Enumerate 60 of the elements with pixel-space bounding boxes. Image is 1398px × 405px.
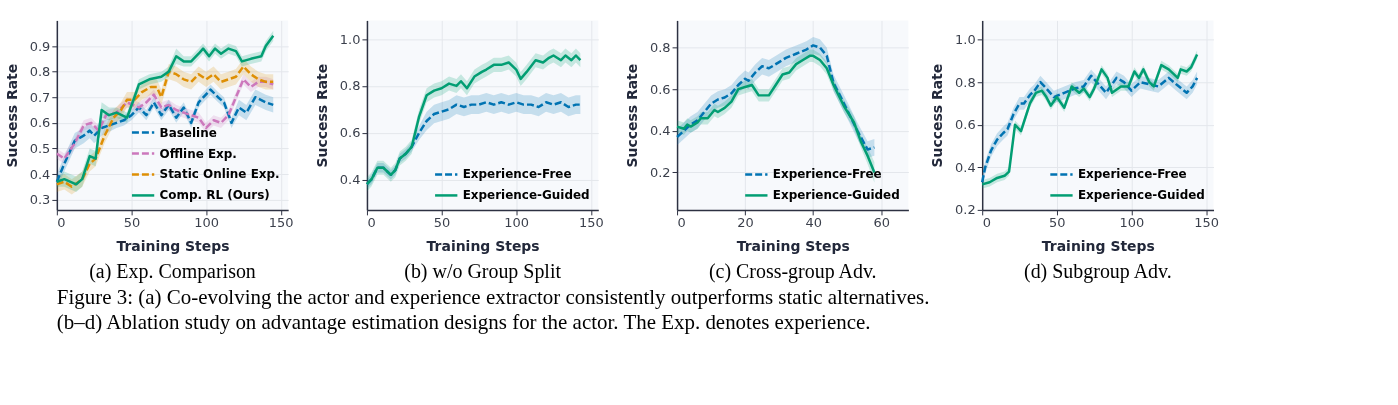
y-tick-label: 0.3	[29, 192, 51, 208]
x-axis-title: Training Steps	[116, 238, 230, 255]
x-axis-title: Training Steps	[1041, 238, 1155, 255]
x-tick-label: 50	[1049, 215, 1066, 231]
y-tick-label: 0.6	[955, 117, 976, 133]
legend-label: Baseline	[159, 125, 217, 140]
text: (d) Subgroup Adv.	[1024, 259, 1172, 283]
y-tick-label: 0.6	[339, 125, 361, 141]
x-axis-title: Training Steps	[736, 238, 850, 255]
caption: Figure 3: (a) Co-evolving the actor and experience extractor consistently outperforms static alternatives.	[56, 285, 930, 310]
legend-label: Static Online Exp.	[159, 167, 280, 182]
y-tick-label: 1.0	[955, 32, 976, 48]
x-tick-label: 50	[123, 215, 141, 231]
y-tick-label: 0.2	[955, 202, 976, 218]
y-tick-label: 1.0	[339, 31, 361, 47]
x-tick-label: 40	[805, 215, 822, 231]
x-axis-title: Training Steps	[426, 238, 540, 255]
legend-label: Offline Exp.	[159, 146, 237, 161]
legend-label: Experience-Free	[462, 167, 572, 182]
x-tick-label: 100	[1119, 215, 1145, 231]
x-tick-label: 150	[1194, 215, 1219, 231]
y-tick-label: 0.7	[29, 89, 51, 105]
y-tick-label: 0.4	[29, 166, 51, 182]
x-tick-label: 150	[578, 215, 604, 231]
x-tick-label: 0	[367, 215, 376, 231]
y-tick-label: 0.6	[29, 115, 51, 131]
x-tick-label: 20	[737, 215, 754, 231]
y-tick-label: 0.9	[29, 38, 51, 54]
legend-label: Experience-Free	[1077, 167, 1187, 182]
y-tick-label: 0.8	[339, 78, 361, 94]
x-tick-label: 100	[504, 215, 530, 231]
y-tick-label: 0.5	[29, 140, 51, 156]
x-tick-label: 150	[268, 215, 294, 231]
legend-label: Comp. RL (Ours)	[159, 188, 270, 203]
y-axis-title: Success Rate	[3, 63, 20, 168]
y-tick-label: 0.8	[649, 39, 671, 55]
legend-label: Experience-Free	[772, 167, 882, 182]
x-tick-label: 100	[194, 215, 219, 231]
y-axis-title: Success Rate	[929, 63, 946, 168]
y-tick-label: 0.2	[649, 164, 671, 180]
text: (b) w/o Group Split	[404, 259, 562, 283]
x-tick-label: 50	[433, 215, 451, 231]
y-tick-label: 0.8	[955, 74, 976, 90]
y-tick-label: 0.6	[649, 81, 671, 97]
text: (c) Cross-group Adv.	[708, 259, 877, 283]
y-axis-title: Success Rate	[624, 63, 640, 168]
legend-label: Experience-Guided	[1077, 188, 1205, 203]
y-tick-label: 0.4	[339, 171, 361, 187]
x-tick-label: 0	[982, 215, 991, 231]
y-axis-title: Success Rate	[313, 63, 330, 168]
text: (a) Exp. Comparison	[89, 259, 256, 283]
text: (b–d) Ablation study on advantage estimation designs for the actor. The Exp. denotes experience.	[56, 310, 871, 335]
y-tick-label: 0.4	[955, 159, 976, 175]
legend-label: Experience-Guided	[772, 188, 900, 203]
x-tick-label: 0	[57, 215, 66, 231]
x-tick-label: 0	[677, 215, 686, 231]
x-tick-label: 60	[873, 215, 890, 231]
legend-label: Experience-Guided	[462, 188, 590, 203]
y-tick-label: 0.8	[29, 64, 51, 80]
y-tick-label: 0.4	[649, 123, 671, 139]
